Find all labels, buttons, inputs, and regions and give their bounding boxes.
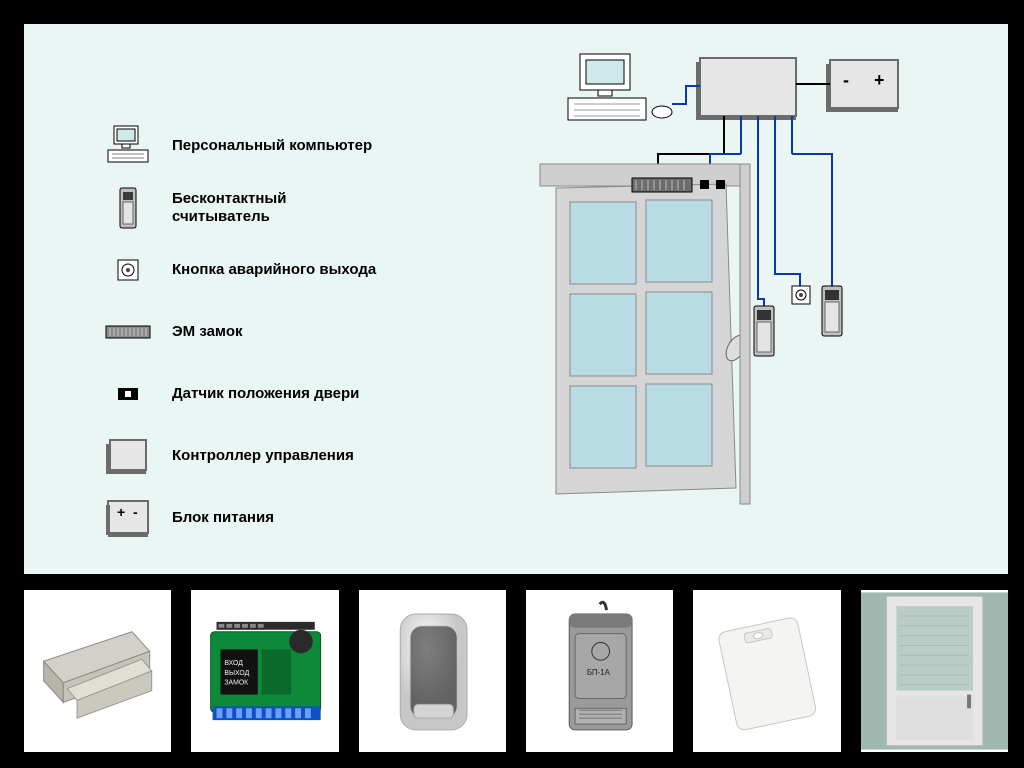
legend-pc-label: Персональный компьютер [172, 137, 372, 155]
psu-icon: + - [104, 496, 152, 540]
thumbnails-row: ВХОД ВЫХОД ЗАМОК [22, 588, 1010, 754]
wiring-diagram: - + [448, 24, 1008, 578]
svg-text:+: + [117, 504, 125, 520]
diagram-reader-right [822, 286, 842, 336]
reader-icon [104, 186, 152, 230]
legend-pc: Персональный компьютер [104, 124, 474, 168]
diagram-sensor-a [700, 180, 709, 189]
legend: Персональный компьютер Бесконтактный счи… [104, 124, 474, 558]
em-lock-icon [104, 310, 152, 354]
legend-em-lock: ЭМ замок [104, 310, 474, 354]
legend-psu: + - Блок питания [104, 496, 474, 540]
door-sensor-icon [104, 372, 152, 416]
outer-frame: Персональный компьютер Бесконтактный счи… [0, 0, 1024, 768]
thumb-em-lock [22, 588, 173, 754]
thumb-door-photo [859, 588, 1010, 754]
thumb-access-card [691, 588, 842, 754]
thumb-controller-board: ВХОД ВЫХОД ЗАМОК [189, 588, 340, 754]
svg-text:ВХОД: ВХОД [225, 660, 244, 667]
legend-em-lock-label: ЭМ замок [172, 323, 243, 341]
diagram-pc [568, 54, 672, 120]
diagram-exit-button [792, 286, 810, 304]
legend-door-sensor: Датчик положения двери [104, 372, 474, 416]
legend-reader-label: Бесконтактный считыватель [172, 190, 286, 226]
legend-exit-button: Кнопка аварийного выхода [104, 248, 474, 292]
thumb-power-supply: БП-1А [524, 588, 675, 754]
legend-door-sensor-label: Датчик положения двери [172, 385, 359, 403]
thumb-card-reader [357, 588, 508, 754]
svg-text:-: - [133, 504, 138, 520]
exit-button-icon [104, 248, 152, 292]
diagram-em-lock [632, 178, 692, 192]
legend-controller-label: Контроллер управления [172, 447, 354, 465]
svg-text:+: + [874, 70, 885, 90]
legend-controller: Контроллер управления [104, 434, 474, 478]
diagram-reader-left [754, 306, 774, 356]
diagram-psu: - + [826, 60, 898, 112]
diagram-sensor-b [716, 180, 725, 189]
diagram-controller [696, 58, 796, 120]
svg-text:-: - [843, 70, 849, 90]
diagram-door [540, 164, 750, 504]
legend-exit-button-label: Кнопка аварийного выхода [172, 261, 376, 279]
legend-reader: Бесконтактный считыватель [104, 186, 474, 230]
pc-icon [104, 124, 152, 168]
legend-psu-label: Блок питания [172, 509, 274, 527]
controller-icon [104, 434, 152, 478]
svg-text:ЗАМОК: ЗАМОК [225, 680, 249, 687]
svg-text:БП-1А: БП-1А [587, 668, 611, 677]
svg-text:ВЫХОД: ВЫХОД [225, 670, 250, 677]
main-diagram-panel: Персональный компьютер Бесконтактный счи… [22, 22, 1010, 576]
